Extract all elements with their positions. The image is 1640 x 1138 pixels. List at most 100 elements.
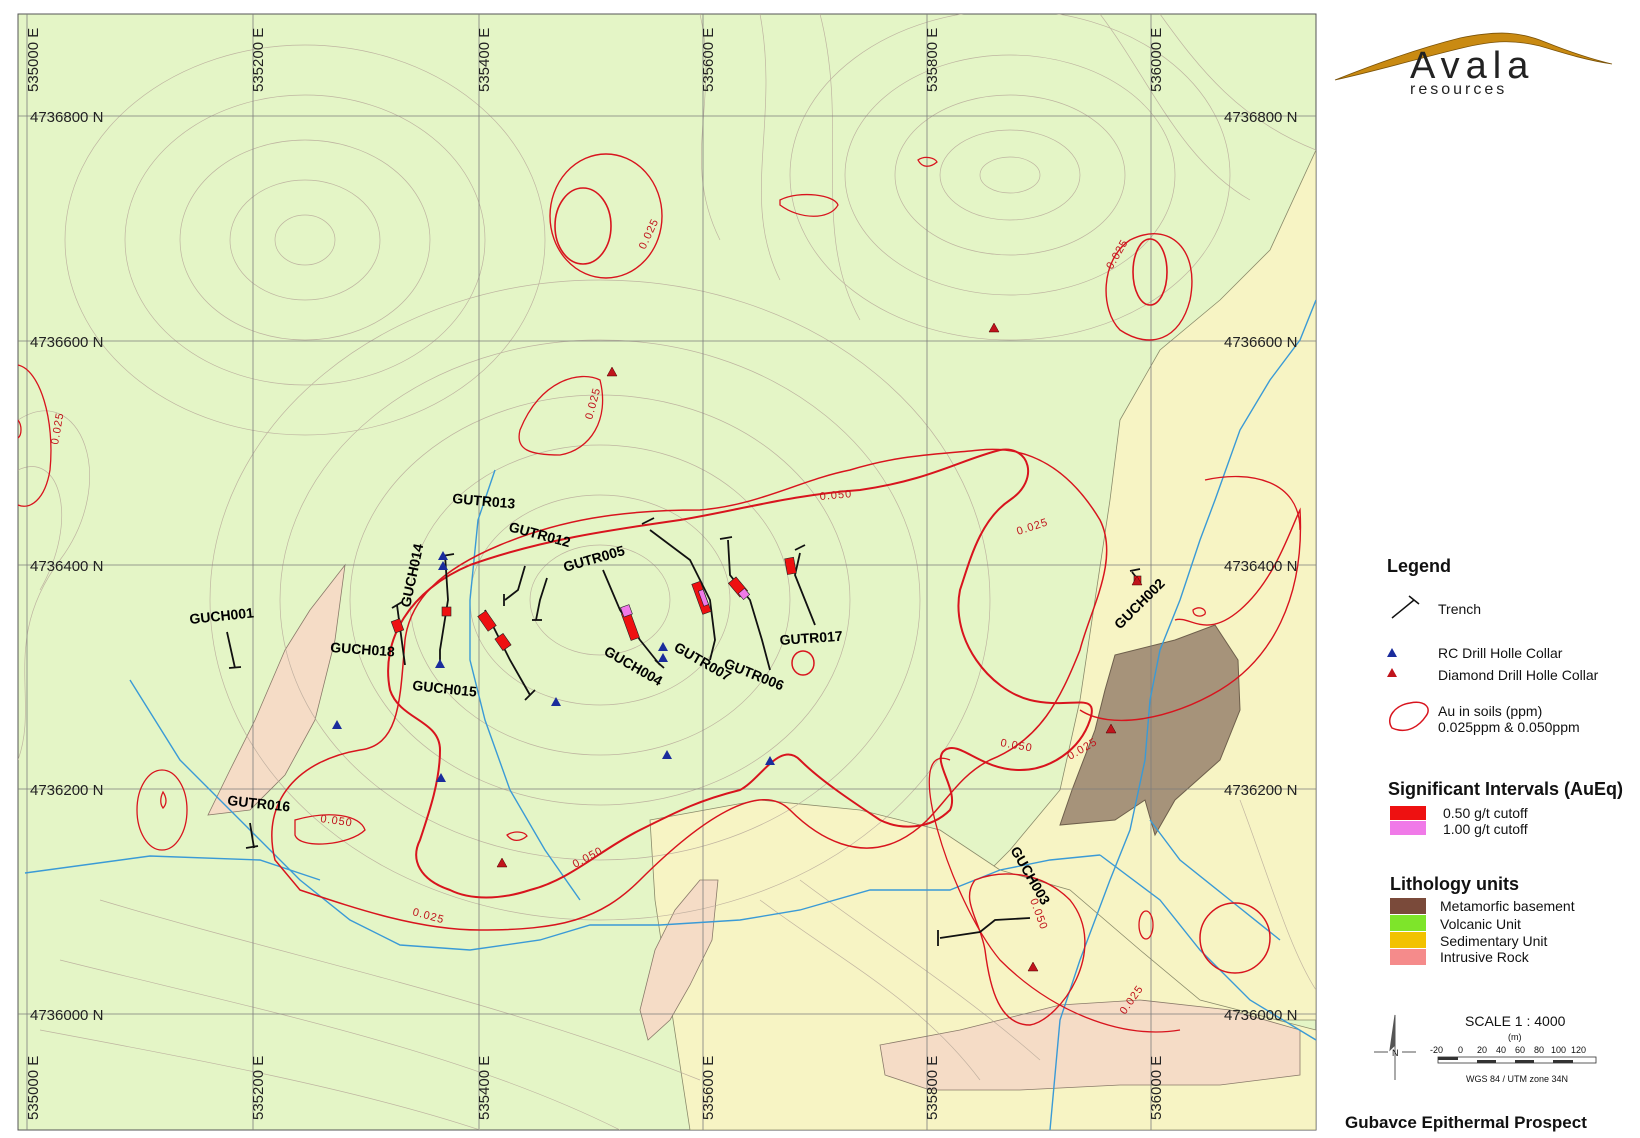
interval-100: [620, 604, 633, 618]
legend-sig-100-label: 1.00 g/t cutoff: [1443, 821, 1528, 837]
northing-label: 4736800 N: [1224, 109, 1297, 126]
northing-label: 4736200 N: [1224, 782, 1297, 799]
logo-wordmark: Avala: [1410, 45, 1534, 87]
scale-bar-segment: [1515, 1060, 1534, 1063]
trench-label: GUTR017: [779, 628, 843, 648]
rc-collar-marker: [551, 697, 561, 706]
easting-label: 535000 E: [25, 28, 42, 92]
interval-050: [494, 632, 512, 652]
trench-gutr016: [249, 822, 255, 849]
northing-labels-right: 4736800 N 4736600 N 4736400 N 4736200 N …: [1224, 109, 1297, 1024]
northing-label: 4736400 N: [1224, 558, 1297, 575]
legend-sig-050-label: 0.50 g/t cutoff: [1443, 805, 1528, 821]
rc-collar-marker: [332, 720, 342, 729]
trench-gutr006: [727, 539, 771, 671]
easting-label: 535800 E: [924, 1056, 941, 1120]
trench-gutr007: [649, 529, 716, 661]
contour-label: 0.050: [999, 737, 1033, 754]
streams: [24, 299, 1316, 1130]
trench-gutr017: [794, 552, 816, 626]
northing-label: 4736000 N: [30, 1007, 103, 1024]
scale-bar: SCALE 1 : 4000 (m) -20 0 20 40 60 80 100…: [1430, 1013, 1597, 1084]
easting-label: 535400 E: [476, 1056, 493, 1120]
legend-rc-collar-label: RC Drill Holle Collar: [1438, 645, 1563, 661]
grid-lines: [18, 14, 1316, 1130]
interval-100: [697, 589, 709, 607]
legend-rc-collar: RC Drill Holle Collar: [1387, 645, 1563, 661]
contour-label: 0.050: [819, 488, 852, 503]
rc-collar-marker: [662, 750, 672, 759]
easting-label: 535800 E: [924, 28, 941, 92]
scale-tick-label: 80: [1534, 1045, 1544, 1055]
litho-swatch-metamorphic: [1390, 898, 1426, 914]
interval-050: [784, 556, 797, 575]
dd-collar-marker: [1027, 961, 1039, 972]
scale-unit: (m): [1508, 1032, 1522, 1042]
scale-tick-labels: -20 0 20 40 60 80 100 120: [1430, 1045, 1586, 1055]
rc-collar-marker: [435, 659, 445, 668]
trench-icon: [1391, 599, 1415, 619]
legend-trench: Trench: [1391, 595, 1481, 619]
trench-gutr012b: [535, 577, 548, 621]
legend-title: Legend: [1387, 556, 1451, 576]
northing-label: 4736800 N: [30, 109, 103, 126]
sig-050-swatch: [1390, 806, 1426, 820]
trench-label: GUCH001: [189, 604, 255, 627]
trench-label: GUCH018: [330, 639, 396, 659]
easting-label: 535200 E: [250, 1056, 267, 1120]
legend-litho-label: Intrusive Rock: [1440, 949, 1530, 965]
easting-label: 535600 E: [700, 1056, 717, 1120]
northing-label: 4736600 N: [30, 334, 103, 351]
interval-100: [737, 587, 751, 601]
scale-tick-label: 60: [1515, 1045, 1525, 1055]
easting-labels-top: 535000 E 535200 E 535400 E 535600 E 5358…: [25, 28, 1165, 92]
scale-datum: WGS 84 / UTM zone 34N: [1466, 1074, 1568, 1084]
easting-label: 535200 E: [250, 28, 267, 92]
intrusive-rock-west: [207, 563, 346, 816]
rc-collar-marker: [436, 773, 446, 782]
legend-au-line2: 0.025ppm & 0.050ppm: [1438, 719, 1580, 735]
rc-collar-marker: [658, 653, 668, 662]
sig-100-swatch: [1390, 821, 1426, 835]
trench-label: GUTR016: [227, 792, 292, 815]
easting-label: 536000 E: [1148, 28, 1165, 92]
legend: Legend Trench RC Drill Holle Collar Diam…: [1387, 556, 1623, 965]
topographic-contours: [18, 14, 1316, 1130]
legend-au-line1: Au in soils (ppm): [1438, 703, 1542, 719]
dd-collar-marker: [988, 322, 1000, 333]
scale-title: SCALE 1 : 4000: [1465, 1013, 1566, 1029]
scale-bar-segment: [1438, 1057, 1458, 1060]
legend-litho-label: Sedimentary Unit: [1440, 933, 1547, 949]
legend-litho-label: Volcanic Unit: [1440, 916, 1521, 932]
scale-tick-label: 40: [1496, 1045, 1506, 1055]
contour-label: 0.025: [49, 411, 66, 445]
legend-litho-title: Lithology units: [1390, 874, 1519, 894]
northing-label: 4736400 N: [30, 558, 103, 575]
metamorphic-basement: [1059, 624, 1241, 837]
easting-labels-bottom: 535000 E 535200 E 535400 E 535600 E 5358…: [25, 1056, 1165, 1120]
trench-guch001: [226, 631, 236, 669]
dd-collar-marker: [1105, 723, 1117, 734]
dd-collar-marker: [1131, 575, 1143, 586]
easting-label: 535400 E: [476, 28, 493, 92]
dd-collar-marker: [606, 366, 618, 377]
northing-label: 4736200 N: [30, 782, 103, 799]
scale-tick-label: -20: [1430, 1045, 1443, 1055]
legend-dd-collar-label: Diamond Drill Holle Collar: [1438, 667, 1599, 683]
rc-collar-marker: [438, 561, 448, 570]
trench-icon-cap: [1408, 595, 1420, 605]
north-arrow: [1374, 1014, 1416, 1080]
trenches: [226, 517, 1141, 946]
trench-guch003: [939, 917, 1031, 939]
northing-label: 4736600 N: [1224, 334, 1297, 351]
map-title: Gubavce Epithermal Prospect: [1345, 1113, 1587, 1132]
map-body: 0.025 0.025 0.025 0.025 0.025 0.025 0.02…: [18, 14, 1316, 1130]
trench-guch014: [396, 604, 406, 666]
mountain-swoosh-icon: [1334, 32, 1613, 81]
interval-050: [441, 606, 452, 617]
rc-collar-marker: [658, 642, 668, 651]
litho-swatch-volcanic: [1390, 915, 1426, 931]
interval-050: [477, 610, 497, 632]
avala-logo: Avala resources: [1334, 32, 1613, 98]
legend-dd-collar: Diamond Drill Holle Collar: [1387, 667, 1599, 683]
